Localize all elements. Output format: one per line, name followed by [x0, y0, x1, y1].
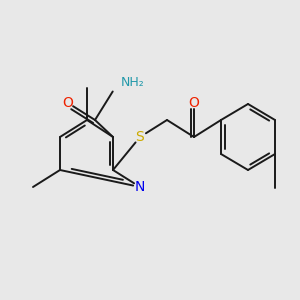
Text: S: S: [136, 130, 144, 144]
Text: O: O: [63, 96, 74, 110]
Text: N: N: [135, 180, 145, 194]
Text: NH₂: NH₂: [121, 76, 145, 89]
Text: O: O: [189, 96, 200, 110]
